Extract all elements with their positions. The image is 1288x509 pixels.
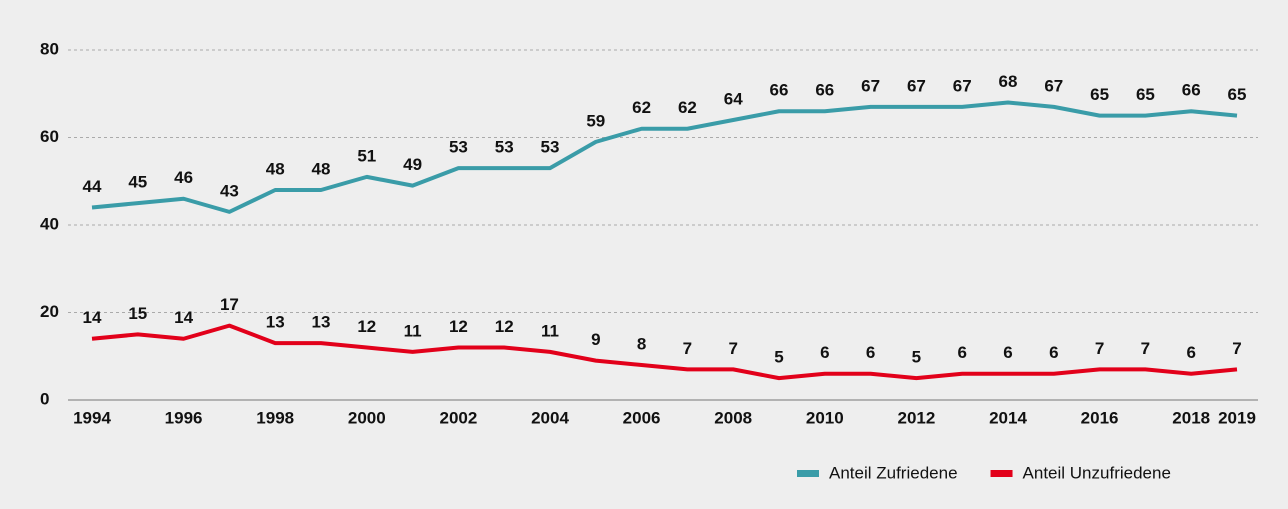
x-tick-label: 2006: [623, 408, 661, 427]
legend-label: Anteil Unzufriedene: [1023, 463, 1171, 482]
data-label: 67: [1044, 76, 1063, 95]
data-label: 66: [770, 81, 789, 100]
data-label: 62: [678, 98, 697, 117]
data-label: 66: [1182, 81, 1201, 100]
x-tick-label: 1994: [73, 408, 111, 427]
data-label: 64: [724, 89, 743, 108]
data-label: 48: [312, 159, 331, 178]
data-label: 67: [953, 76, 972, 95]
data-label: 6: [1003, 343, 1012, 362]
data-label: 12: [449, 317, 468, 336]
data-label: 12: [495, 317, 514, 336]
data-label: 65: [1090, 85, 1109, 104]
data-label: 6: [1049, 343, 1058, 362]
x-tick-label: 2010: [806, 408, 844, 427]
data-label: 53: [541, 138, 560, 157]
data-label: 7: [1232, 339, 1241, 358]
data-label: 5: [774, 348, 783, 367]
y-tick-label: 0: [40, 389, 49, 408]
x-tick-label: 1998: [256, 408, 294, 427]
line: [91, 100, 1238, 214]
data-label: 49: [403, 155, 422, 174]
data-label: 5: [912, 348, 921, 367]
y-tick-label: 80: [40, 39, 59, 58]
x-tick-label: 2016: [1081, 408, 1119, 427]
data-label: 7: [1141, 339, 1150, 358]
data-label: 11: [404, 321, 422, 340]
legend-label: Anteil Zufriedene: [829, 463, 958, 482]
data-label: 7: [683, 339, 692, 358]
data-label: 66: [815, 81, 834, 100]
data-label: 6: [820, 343, 829, 362]
data-label: 17: [220, 295, 239, 314]
data-label: 65: [1228, 85, 1247, 104]
y-tick-label: 40: [40, 214, 59, 233]
legend-swatch: [990, 470, 1013, 477]
x-tick-label: 2008: [714, 408, 752, 427]
data-label: 6: [1186, 343, 1195, 362]
data-label: 6: [866, 343, 875, 362]
data-label: 62: [632, 98, 651, 117]
data-label: 6: [957, 343, 966, 362]
data-label: 53: [449, 138, 468, 157]
x-tick-label: 2018: [1172, 408, 1210, 427]
data-label: 13: [266, 313, 285, 332]
x-tick-label: 2000: [348, 408, 386, 427]
data-label: 13: [312, 313, 331, 332]
data-label: 11: [541, 321, 559, 340]
data-label: 43: [220, 181, 239, 200]
line: [91, 323, 1238, 381]
data-label: 53: [495, 138, 514, 157]
data-label: 14: [83, 308, 102, 327]
x-tick-label: 1996: [165, 408, 203, 427]
data-label: 9: [591, 330, 600, 349]
data-label: 44: [83, 177, 102, 196]
x-tick-label: 2004: [531, 408, 569, 427]
data-label: 45: [128, 173, 147, 192]
data-label: 59: [586, 111, 605, 130]
data-label: 67: [861, 76, 880, 95]
data-label: 7: [1095, 339, 1104, 358]
y-tick-label: 20: [40, 302, 59, 321]
legend-swatch: [797, 470, 819, 477]
x-tick-label: 2014: [989, 408, 1027, 427]
data-label: 14: [174, 308, 193, 327]
y-tick-label: 60: [40, 127, 59, 146]
data-label: 68: [999, 72, 1018, 91]
data-label: 46: [174, 168, 193, 187]
data-label: 48: [266, 159, 285, 178]
data-label: 15: [128, 304, 147, 323]
x-tick-label: 2012: [897, 408, 935, 427]
data-label: 8: [637, 334, 646, 353]
data-label: 12: [357, 317, 376, 336]
x-tick-label: 2002: [439, 408, 477, 427]
data-label: 51: [357, 146, 376, 165]
data-label: 7: [728, 339, 737, 358]
data-label: 67: [907, 76, 926, 95]
x-tick-label: 2019: [1218, 408, 1256, 427]
data-label: 65: [1136, 85, 1155, 104]
